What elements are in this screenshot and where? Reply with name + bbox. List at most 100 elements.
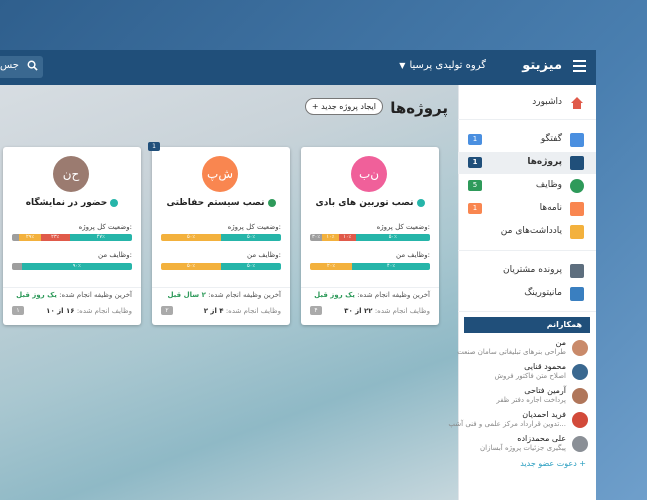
member-task: پیگیری جزئیات پروژه آبسازان <box>479 444 566 452</box>
last-task-label: آخرین وظیفه انجام شده: <box>208 291 281 299</box>
sidebar-item-customers[interactable]: پرونده مشتریان <box>458 260 596 282</box>
member-item[interactable]: آرمین فتاحی پرداخت اجاره دفتر ظفر <box>464 385 590 407</box>
projects-icon <box>570 156 584 170</box>
customer-file-icon <box>570 264 584 278</box>
member-task: تدوین قرارداد مرکز علمی و فنی آشپ... <box>448 420 566 428</box>
bar-segment: ۴۷٪ <box>69 234 132 241</box>
sidebar-item-letters[interactable]: نامه‌ها 1 <box>458 198 596 220</box>
overall-progress-bar: ۲۹٪ ۲۳٪ ۴۷٪ <box>12 234 132 241</box>
overall-label: وضعیت کل پروژه: <box>227 223 281 231</box>
project-title-text: حضور در نمایشگاه <box>25 198 108 208</box>
divider <box>458 119 596 120</box>
done-tasks-label: وظایف انجام شده: <box>374 307 430 315</box>
plus-icon: + <box>579 459 586 468</box>
invite-member-link[interactable]: دعوت عضو جدید + <box>520 459 586 468</box>
count-badge: 1 <box>468 134 482 145</box>
member-item[interactable]: علی محمدزاده پیگیری جزئیات پروژه آبسازان <box>464 433 590 455</box>
chat-icon <box>570 133 584 147</box>
sidebar-item-label: پروژه‌ها <box>527 157 562 167</box>
bar-segment <box>12 234 20 241</box>
search-box[interactable]: جس <box>0 56 43 78</box>
sidebar-item-dashboard[interactable]: داشبورد <box>458 92 596 114</box>
bar-segment: ۴۰٪ <box>352 263 430 270</box>
search-icon[interactable] <box>27 60 38 71</box>
bar-segment: ۱۰٪ <box>322 234 339 241</box>
sidebar-item-label: نامه‌ها <box>539 203 562 213</box>
project-title-text: نصب توربین های بادی <box>315 198 414 208</box>
done-tasks-label: وظایف انجام شده: <box>76 307 132 315</box>
bar-segment: ۵۰٪ <box>161 263 221 270</box>
brand-logo: میزیتو <box>522 58 562 73</box>
project-card[interactable]: ش‌پ نصب سیستم حفاظتی وضعیت کل پروژه: ۵۰٪… <box>152 147 290 325</box>
bar-segment <box>12 263 22 270</box>
overall-label: وضعیت کل پروژه: <box>376 223 430 231</box>
plus-icon: + <box>311 102 322 111</box>
sidebar-item-label: داشبورد <box>532 97 562 107</box>
member-task: پرداخت اجاره دفتر ظفر <box>496 396 566 404</box>
group-selector[interactable]: ▼ گروه تولیدی پرسیا <box>399 60 486 71</box>
avatar <box>572 388 588 404</box>
sidebar-item-tasks[interactable]: وظایف 5 <box>458 175 596 197</box>
top-bar: میزیتو ▼ گروه تولیدی پرسیا جس <box>0 50 596 85</box>
bar-segment: ۳۰٪ <box>310 234 322 241</box>
overall-progress-bar: ۳۰٪ ۱۰٪ ۱۰٪ ۵۰٪ <box>310 234 430 241</box>
last-task-label: آخرین وظیفه انجام شده: <box>59 291 132 299</box>
project-avatar: ش‌پ <box>202 156 238 192</box>
last-task: آخرین وظیفه انجام شده: ۲ سال قبل <box>167 291 281 299</box>
avatar <box>572 412 588 428</box>
last-task-label: آخرین وظیفه انجام شده: <box>357 291 430 299</box>
project-avatar: ح‌ن <box>53 156 89 192</box>
project-card[interactable]: ن‌ب نصب توربین های بادی وضعیت کل پروژه: … <box>301 147 439 325</box>
team-header: همکارانم <box>464 317 590 333</box>
mine-progress-bar: ۵۰٪ ۵۰٪ <box>161 263 281 270</box>
member-name: علی محمدزاده <box>517 434 566 443</box>
sidebar-item-label: پرونده مشتریان <box>502 265 562 275</box>
done-tasks: وظایف انجام شده: ۱۶ از ۱۰ <box>46 307 132 315</box>
count-badge: ۲ <box>161 306 173 315</box>
sidebar-item-projects[interactable]: پروژه‌ها 1 <box>458 152 596 174</box>
invite-label: دعوت عضو جدید <box>520 459 577 468</box>
sidebar-item-label: یادداشت‌های من <box>500 226 562 236</box>
last-task-value: یک روز قبل <box>314 291 355 299</box>
mine-progress-bar: ۹۰٪ <box>12 263 132 270</box>
tasks-icon <box>570 179 584 193</box>
project-title-text: نصب سیستم حفاظتی <box>166 198 265 208</box>
notes-icon <box>570 225 584 239</box>
divider <box>458 311 596 312</box>
member-item[interactable]: فرید احمدیان تدوین قرارداد مرکز علمی و ف… <box>448 409 590 431</box>
bar-segment: ۲۹٪ <box>19 234 41 241</box>
new-project-button[interactable]: + ایجاد پروژه جدید <box>304 98 383 115</box>
sidebar: داشبورد گفتگو 1 پروژه‌ها 1 وظایف 5 نامه‌… <box>448 85 596 500</box>
bar-segment: ۵۰٪ <box>221 263 281 270</box>
sidebar-item-monitoring[interactable]: مانیتورینگ <box>458 283 596 305</box>
done-tasks: وظایف انجام شده: ۴ از ۲ <box>204 307 281 315</box>
member-name: محمود قنایی <box>524 362 566 371</box>
last-task-value: ۲ سال قبل <box>167 291 206 299</box>
mine-label: وظایف من: <box>396 251 430 259</box>
member-task: طراحی بنرهای تبلیغاتی سامان صنعت <box>457 348 566 356</box>
project-card[interactable]: ح‌ن حضور در نمایشگاه وضعیت کل پروژه: ۲۹٪… <box>3 147 141 325</box>
bar-segment: ۵۰٪ <box>161 234 221 241</box>
bar-segment: ۵۰٪ <box>355 234 430 241</box>
sidebar-item-label: مانیتورینگ <box>524 288 562 298</box>
menu-icon[interactable] <box>573 60 586 72</box>
overall-progress-bar: ۵۰٪ ۵۰٪ <box>161 234 281 241</box>
divider <box>301 287 439 288</box>
status-dot-icon <box>110 198 119 207</box>
search-input[interactable]: جس <box>0 60 19 71</box>
overall-label: وضعیت کل پروژه: <box>78 223 132 231</box>
member-item[interactable]: من طراحی بنرهای تبلیغاتی سامان صنعت <box>457 337 590 359</box>
member-task: اصلاح متن فاکتور فروش <box>494 372 566 380</box>
sidebar-item-notes[interactable]: یادداشت‌های من <box>458 221 596 243</box>
sidebar-item-chat[interactable]: گفتگو 1 <box>458 129 596 151</box>
member-item[interactable]: محمود قنایی اصلاح متن فاکتور فروش <box>464 361 590 383</box>
last-task: آخرین وظیفه انجام شده: یک روز قبل <box>16 291 132 299</box>
sidebar-item-label: گفتگو <box>540 134 562 144</box>
app-window: میزیتو ▼ گروه تولیدی پرسیا جس پروژه‌ها + … <box>0 50 596 500</box>
avatar <box>572 340 588 356</box>
chevron-down-icon: ▼ <box>399 61 406 70</box>
letters-icon <box>570 202 584 216</box>
done-tasks-value: ۴ از ۲ <box>203 307 224 315</box>
status-dot-icon <box>416 198 425 207</box>
project-title: نصب توربین های بادی <box>301 198 439 208</box>
